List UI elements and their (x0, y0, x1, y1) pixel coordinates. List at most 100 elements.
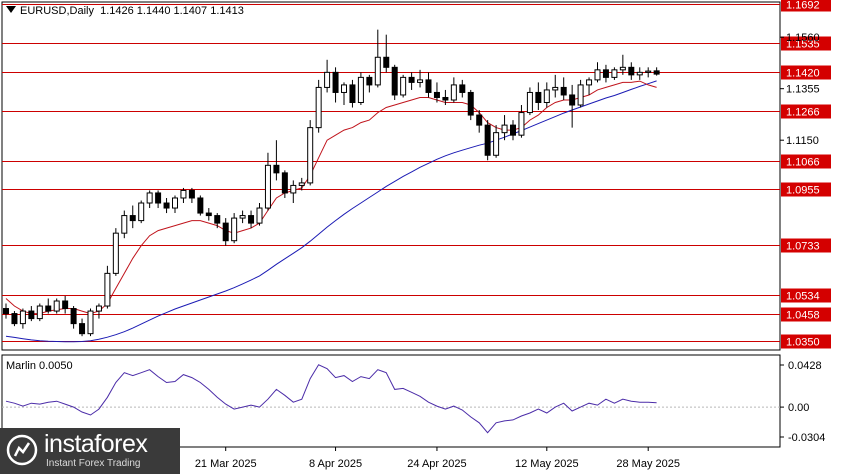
horizontal-levels: 1.1692 1.1535 1.1420 1.1266 1.1066 1.0955 1.07… (2, 0, 831, 349)
candle-body (188, 189, 195, 199)
candle-body (645, 70, 652, 73)
level-label: 1.1266 (786, 107, 820, 119)
candle-body (417, 79, 424, 83)
chart-header: EURUSD,Daily 1.1426 1.1440 1.1407 1.1413 (6, 5, 244, 17)
ohlc-readout: 1.1426 1.1440 1.1407 1.1413 (100, 5, 244, 17)
level-label-bg (781, 334, 831, 349)
candle-body (560, 86, 567, 96)
candle-body (121, 215, 128, 234)
symbol-label: EURUSD,Daily (20, 5, 94, 17)
candle-body (104, 272, 111, 307)
candle-body (476, 114, 483, 126)
candle-body (400, 76, 407, 96)
candle-body (264, 164, 271, 209)
candle-body (628, 66, 635, 76)
candle-body (248, 215, 255, 224)
fast-ma-line (5, 80, 657, 315)
date-tick-label: 12 May 2025 (515, 458, 579, 470)
candle-body (273, 164, 280, 174)
candle-body (459, 84, 466, 93)
moving-averages (5, 80, 657, 343)
candle-body (298, 182, 305, 186)
menu-triangle-icon[interactable] (6, 6, 16, 13)
candle-body (501, 124, 508, 134)
candle-body (484, 124, 491, 156)
candle-body (205, 212, 212, 217)
level-label-bg (781, 36, 831, 51)
axes: 1.1560 1.1355 1.1150 21 Mar 2025 8 Apr 2025 2… (195, 32, 820, 470)
instaforex-mark-icon (6, 434, 38, 466)
candle-body (231, 217, 238, 242)
price-tick-label: 1.1560 (786, 32, 820, 44)
candle-body (349, 84, 356, 104)
level-label: 1.1692 (786, 0, 820, 12)
slow-ma-line (5, 80, 657, 343)
level-label-bg (781, 104, 831, 119)
oscillator-frame (1, 354, 781, 448)
candle-body (256, 207, 263, 224)
candle-body (290, 184, 297, 194)
candle-body (425, 79, 432, 93)
candle-body (569, 94, 576, 106)
date-tick-label: 21 Mar 2025 (195, 458, 257, 470)
level-label: 1.0534 (786, 291, 820, 303)
candle-body (619, 66, 626, 71)
oscillator-tick-label: -0.0304 (788, 432, 825, 444)
candle-body (552, 86, 559, 91)
candle-body (526, 91, 533, 114)
candle-body (197, 197, 204, 214)
date-tick-label: 28 May 2025 (616, 458, 680, 470)
price-tick-label: 1.1150 (786, 135, 819, 147)
level-label-bg (781, 307, 831, 322)
candle-body (315, 86, 322, 129)
candle-body (543, 89, 550, 104)
candle-body (112, 232, 119, 274)
instaforex-logo: instaforex Instant Forex Trading (0, 428, 180, 474)
candle-body (214, 215, 221, 224)
candle-body (366, 76, 373, 86)
candle-body (408, 76, 415, 83)
level-label-bg (781, 154, 831, 169)
level-label: 1.1535 (786, 39, 820, 51)
candle-body (636, 71, 643, 76)
candle-body (518, 112, 525, 136)
candle-body (11, 313, 18, 325)
logo-tagline: Instant Forex Trading (46, 458, 141, 469)
candle-body (577, 84, 584, 106)
level-label: 1.1066 (786, 157, 820, 169)
candle-body (510, 124, 516, 136)
candle-body (383, 56, 390, 68)
candle-body (62, 300, 69, 310)
candle-body (222, 222, 229, 242)
oscillator-line (5, 364, 657, 434)
candle-body (28, 310, 35, 320)
candle-body (239, 215, 246, 219)
oscillator-tick-label: 0.00 (788, 402, 809, 414)
candle-body (594, 69, 601, 81)
candle-body (653, 70, 660, 75)
candle-body (172, 197, 178, 209)
chart-frames (1, 1, 781, 448)
candle-body (433, 91, 440, 98)
candle-body (602, 69, 609, 78)
date-tick-label: 8 Apr 2025 (309, 458, 362, 470)
candle-body (450, 84, 457, 101)
candle-body (138, 202, 145, 222)
candle-body (467, 91, 474, 116)
candle-body (357, 76, 364, 104)
level-label: 1.0350 (786, 337, 820, 349)
candle-body (442, 96, 449, 101)
level-label-bg (781, 0, 831, 12)
candle-body (493, 132, 500, 156)
candle-body (374, 56, 381, 86)
marlin-oscillator: 0.0428 0.00 -0.0304 (2, 360, 825, 444)
candle-body (19, 310, 26, 325)
oscillator-tick-label: 0.0428 (788, 360, 822, 372)
candle-body (79, 323, 86, 335)
indicator-label: Marlin 0.0050 (6, 360, 73, 372)
date-tick-label: 24 Apr 2025 (407, 458, 466, 470)
candle-body (586, 79, 593, 86)
candle-body (332, 71, 339, 93)
level-label-bg (781, 288, 831, 303)
